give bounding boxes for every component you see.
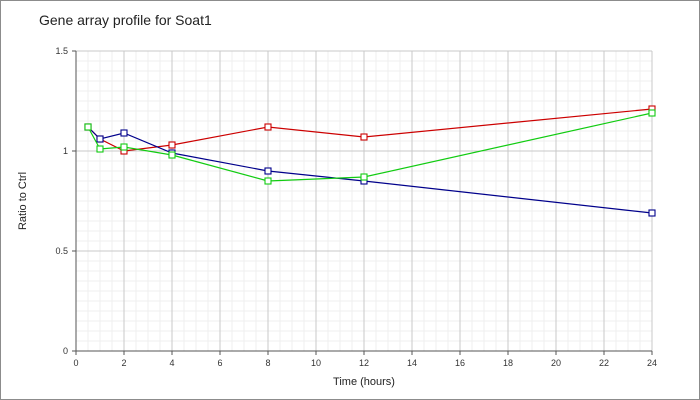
- y-tick-label: 0: [63, 346, 68, 356]
- data-point-marker: [168, 141, 176, 149]
- x-tick-label: 22: [599, 358, 609, 368]
- x-tick-label: 12: [359, 358, 369, 368]
- x-tick-label: 10: [311, 358, 321, 368]
- y-tick-labels: 0 0.5 1 1.5: [55, 46, 76, 356]
- x-tick-label: 20: [551, 358, 561, 368]
- data-point-marker: [648, 209, 656, 217]
- data-point-marker: [96, 145, 104, 153]
- x-tick-label: 16: [455, 358, 465, 368]
- x-tick-label: 18: [503, 358, 513, 368]
- chart-title: Gene array profile for Soat1: [39, 12, 212, 28]
- x-axis-title: Time (hours): [333, 376, 395, 388]
- x-tick-label: 24: [647, 358, 657, 368]
- data-point-marker: [96, 135, 104, 143]
- x-tick-label: 0: [73, 358, 78, 368]
- series-layer: [84, 105, 656, 217]
- data-point-marker: [120, 143, 128, 151]
- data-point-marker: [120, 129, 128, 137]
- x-tick-label: 6: [217, 358, 222, 368]
- data-point-marker: [360, 133, 368, 141]
- data-point-marker: [168, 151, 176, 159]
- y-tick-label: 1.5: [55, 46, 68, 56]
- y-tick-label: 0.5: [55, 246, 68, 256]
- y-tick-label: 1: [63, 146, 68, 156]
- series-3: [84, 109, 656, 185]
- data-point-marker: [264, 123, 272, 131]
- x-tick-label: 8: [265, 358, 270, 368]
- x-tick-label: 2: [121, 358, 126, 368]
- data-point-marker: [264, 177, 272, 185]
- data-point-marker: [648, 109, 656, 117]
- x-tick-label: 14: [407, 358, 417, 368]
- data-point-marker: [360, 173, 368, 181]
- y-axis-title: Ratio to Ctrl: [17, 172, 29, 230]
- data-point-marker: [264, 167, 272, 175]
- x-tick-label: 4: [169, 358, 174, 368]
- data-point-marker: [84, 123, 92, 131]
- x-tick-labels: 0 2 4 6 8 10 12 14 16 18 20 22 24: [73, 351, 657, 368]
